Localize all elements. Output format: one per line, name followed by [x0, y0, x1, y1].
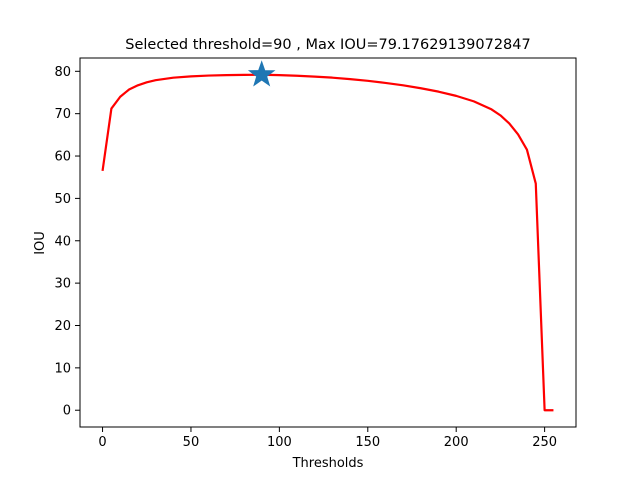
x-tick-label: 100: [267, 435, 292, 450]
max-iou-star-marker: [247, 60, 276, 87]
series-line-0: [101, 73, 554, 412]
x-tick-label: 0: [98, 435, 106, 450]
y-tick-label: 0: [63, 404, 71, 419]
y-tick-label: 80: [54, 65, 71, 80]
y-tick-label: 40: [54, 234, 71, 249]
axes-frame: [79, 57, 577, 428]
x-tick-label: 200: [444, 435, 469, 450]
y-tick-label: 60: [54, 150, 71, 165]
y-tick-label: 70: [54, 107, 71, 122]
x-tick-label: 150: [355, 435, 380, 450]
y-tick-label: 50: [54, 192, 71, 207]
x-tick-label: 250: [532, 435, 557, 450]
y-tick-label: 20: [54, 319, 71, 334]
y-tick-label: 30: [54, 277, 71, 292]
y-axis-label: IOU: [33, 231, 48, 255]
x-axis-label: Thresholds: [292, 456, 364, 471]
chart-title: Selected threshold=90 , Max IOU=79.17629…: [125, 37, 530, 53]
x-tick-label: 50: [183, 435, 200, 450]
y-tick-label: 10: [54, 361, 71, 376]
